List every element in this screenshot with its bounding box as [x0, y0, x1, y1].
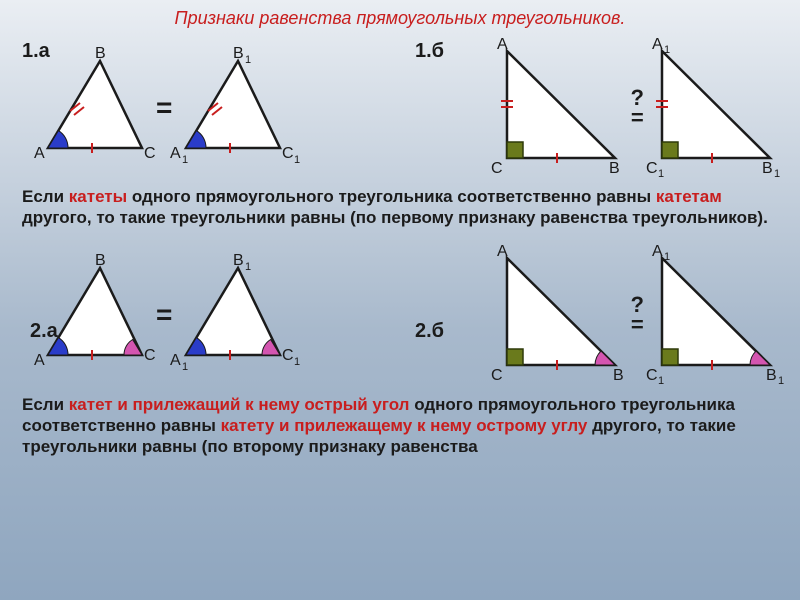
svg-text:А: А	[497, 36, 508, 53]
svg-text:В: В	[762, 160, 773, 177]
v-C: С	[144, 145, 156, 162]
triangle-1a-right: А1 В1 С1	[178, 53, 288, 163]
v-B: В	[95, 45, 106, 62]
svg-text:1: 1	[182, 361, 188, 373]
svg-text:1: 1	[658, 375, 664, 387]
svg-text:1: 1	[294, 154, 300, 166]
svg-text:В: В	[766, 367, 777, 384]
svg-text:1: 1	[778, 375, 784, 387]
label-2b: 2.б	[415, 320, 444, 343]
v-B1: В	[233, 45, 244, 62]
svg-text:В: В	[233, 252, 244, 269]
svg-text:А: А	[652, 243, 663, 260]
v-A: А	[34, 145, 45, 162]
svg-text:А: А	[497, 243, 508, 260]
row-1: 1.а 1.б А В С = А1 В1 С1	[0, 35, 800, 180]
svg-text:С: С	[144, 347, 156, 364]
group-1b: А С В ? = А1 С1 В1	[495, 43, 780, 173]
q-eq-1b: ? =	[631, 88, 644, 128]
svg-text:С: С	[646, 367, 658, 384]
v-A1: А	[170, 145, 181, 162]
svg-text:1: 1	[658, 168, 664, 180]
triangle-1a-left: А В С	[40, 53, 150, 163]
row-2: 2.а 2.б А В С = А1 В1 С1 А	[0, 243, 800, 388]
triangle-2a-right: А1 В1 С1	[178, 260, 288, 370]
svg-text:1: 1	[664, 251, 670, 263]
svg-text:1: 1	[182, 154, 188, 166]
group-1a: А В С = А1 В1 С1	[40, 53, 288, 163]
eq-1a: =	[156, 92, 172, 124]
group-2a: А В С = А1 В1 С1	[40, 260, 288, 370]
triangle-1b-left: А С В	[495, 43, 625, 173]
svg-text:С: С	[282, 347, 294, 364]
svg-text:1: 1	[245, 261, 251, 273]
svg-text:1: 1	[774, 168, 780, 180]
paragraph-2: Если катет и прилежащий к нему острый уг…	[0, 388, 800, 466]
triangle-2a-left: А В С	[40, 260, 150, 370]
label-1b: 1.б	[415, 40, 444, 63]
svg-text:А: А	[652, 36, 663, 53]
v-C1: С	[282, 145, 294, 162]
triangle-2b-right: А1 С1 В1	[650, 250, 780, 380]
svg-text:1: 1	[245, 54, 251, 66]
q-eq-2b: ? =	[631, 295, 644, 335]
svg-text:С: С	[646, 160, 658, 177]
group-2b: А С В ? = А1 С1 В1	[495, 250, 780, 380]
svg-text:А: А	[34, 352, 45, 369]
svg-text:А: А	[170, 352, 181, 369]
svg-text:В: В	[613, 367, 624, 384]
svg-text:С: С	[491, 367, 503, 384]
svg-text:С: С	[491, 160, 503, 177]
svg-text:В: В	[95, 252, 106, 269]
page-title: Признаки равенства прямоугольных треугол…	[0, 0, 800, 29]
label-1a: 1.а	[22, 40, 50, 63]
paragraph-1: Если катеты одного прямоугольного треуго…	[0, 180, 800, 237]
triangle-1b-right: А1 С1 В1	[650, 43, 780, 173]
triangle-2b-left: А С В	[495, 250, 625, 380]
label-2a: 2.а	[30, 320, 58, 343]
svg-text:В: В	[609, 160, 620, 177]
svg-text:1: 1	[294, 356, 300, 368]
eq-2a: =	[156, 299, 172, 331]
svg-text:1: 1	[664, 44, 670, 56]
